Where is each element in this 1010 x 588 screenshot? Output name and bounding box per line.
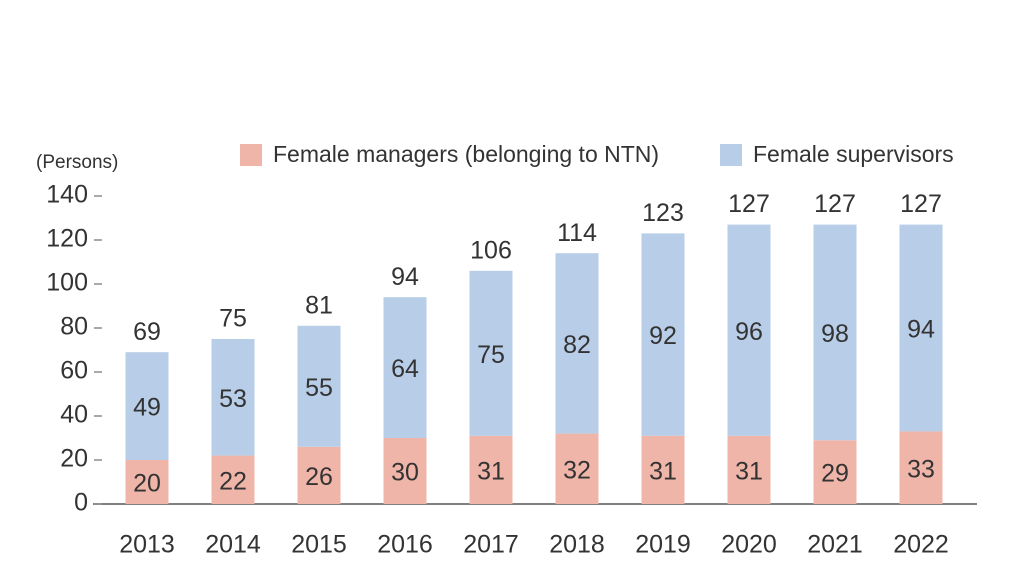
value-label: 26 (305, 463, 333, 491)
total-label: 106 (470, 236, 512, 264)
bar-segment (555, 253, 599, 434)
y-tick-label: 40 (60, 401, 88, 429)
value-label: 92 (649, 322, 677, 350)
legend-swatch (720, 144, 742, 166)
bar-segment (211, 339, 255, 456)
value-label: 96 (735, 318, 763, 346)
bar-segment (641, 233, 685, 436)
total-label: 127 (728, 190, 770, 218)
bar-segment (641, 435, 685, 504)
bar-segment (383, 297, 427, 438)
value-label: 31 (735, 458, 763, 486)
legend-swatch (240, 144, 262, 166)
y-tick-label: 140 (46, 181, 88, 209)
total-label: 69 (133, 318, 161, 346)
total-label: 94 (391, 263, 419, 291)
x-tick-label: 2022 (893, 531, 949, 559)
y-tick-label: 100 (46, 269, 88, 297)
total-label: 75 (219, 305, 247, 333)
x-tick-label: 2017 (463, 531, 519, 559)
value-label: 49 (133, 394, 161, 422)
y-tick-label: 60 (60, 357, 88, 385)
value-label: 22 (219, 467, 247, 495)
value-label: 55 (305, 374, 333, 402)
x-tick-label: 2020 (721, 531, 777, 559)
x-tick-label: 2016 (377, 531, 433, 559)
y-tick-label: 0 (74, 489, 88, 517)
total-label: 123 (642, 199, 684, 227)
total-label: 127 (814, 190, 856, 218)
total-label: 127 (900, 190, 942, 218)
bar-segment (297, 446, 341, 504)
y-axis-label: (Persons) (36, 152, 118, 173)
value-label: 82 (563, 331, 591, 359)
bar-segment (899, 431, 943, 504)
bar-segment (813, 440, 857, 504)
bar-segment (555, 433, 599, 504)
bar-segment (899, 224, 943, 432)
total-label: 114 (557, 219, 597, 247)
bar-segment (125, 460, 169, 504)
bar-segment (383, 438, 427, 504)
value-label: 32 (563, 456, 591, 484)
bar-segment (727, 224, 771, 436)
value-label: 94 (907, 316, 935, 344)
y-tick-label: 20 (60, 445, 88, 473)
x-tick-label: 2019 (635, 531, 691, 559)
x-tick-label: 2021 (807, 531, 863, 559)
bar-segment (211, 455, 255, 504)
value-label: 75 (477, 341, 505, 369)
x-tick-label: 2014 (205, 531, 261, 559)
legend-label: Female supervisors (753, 141, 954, 167)
bar-segment (125, 352, 169, 460)
y-tick-label: 120 (46, 225, 88, 253)
x-tick-label: 2015 (291, 531, 347, 559)
bar-segment (469, 270, 513, 436)
bar-segment (813, 224, 857, 441)
value-label: 53 (219, 385, 247, 413)
value-label: 98 (821, 320, 849, 348)
bar-segment (469, 435, 513, 504)
value-label: 29 (821, 460, 849, 488)
x-tick-label: 2018 (549, 531, 605, 559)
value-label: 20 (133, 470, 161, 498)
x-tick-label: 2013 (119, 531, 175, 559)
value-label: 31 (477, 458, 505, 486)
value-label: 64 (391, 355, 419, 383)
legend-label: Female managers (belonging to NTN) (273, 141, 659, 167)
total-label: 81 (305, 291, 333, 319)
value-label: 33 (907, 455, 935, 483)
value-label: 31 (649, 458, 677, 486)
bar-segment (727, 435, 771, 504)
value-label: 30 (391, 459, 419, 487)
bar-segment (297, 325, 341, 447)
y-tick-label: 80 (60, 313, 88, 341)
